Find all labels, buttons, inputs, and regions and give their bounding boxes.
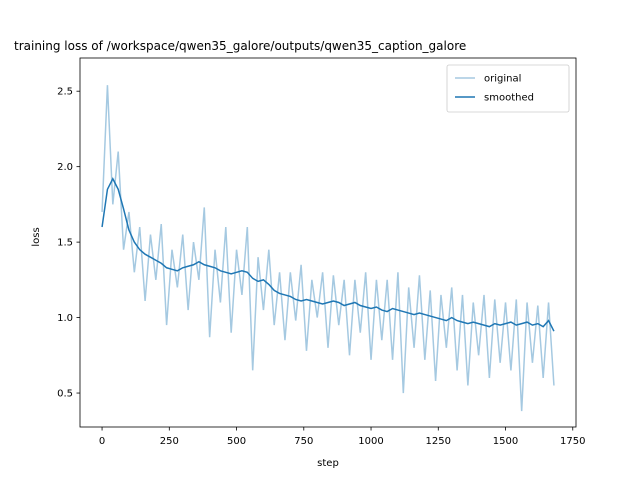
y-tick-label: 1.5: [57, 238, 73, 249]
legend-label: smoothed: [484, 93, 534, 104]
line-series: [101, 177, 555, 332]
x-tick-label: 750: [294, 436, 313, 447]
y-axis-label: loss: [31, 227, 42, 246]
line-series: [101, 85, 555, 412]
x-tick-label: 250: [160, 436, 179, 447]
x-axis-label: step: [317, 458, 339, 469]
x-tick-label: 0: [99, 436, 105, 447]
x-tick-label: 1750: [560, 436, 585, 447]
x-tick-label: 1500: [493, 436, 518, 447]
x-tick-label: 500: [227, 436, 246, 447]
x-tick-label: 1000: [358, 436, 383, 447]
legend-box: [446, 64, 570, 113]
y-tick-label: 0.5: [57, 389, 73, 400]
legend-label: original: [484, 74, 521, 85]
y-tick-label: 2.5: [57, 87, 73, 98]
plot-frame: [79, 57, 577, 428]
y-tick-label: 1.0: [57, 313, 73, 324]
x-tick-label: 1250: [426, 436, 451, 447]
chart-title: training loss of /workspace/qwen35_galor…: [14, 39, 466, 53]
y-tick-label: 2.0: [57, 162, 73, 173]
